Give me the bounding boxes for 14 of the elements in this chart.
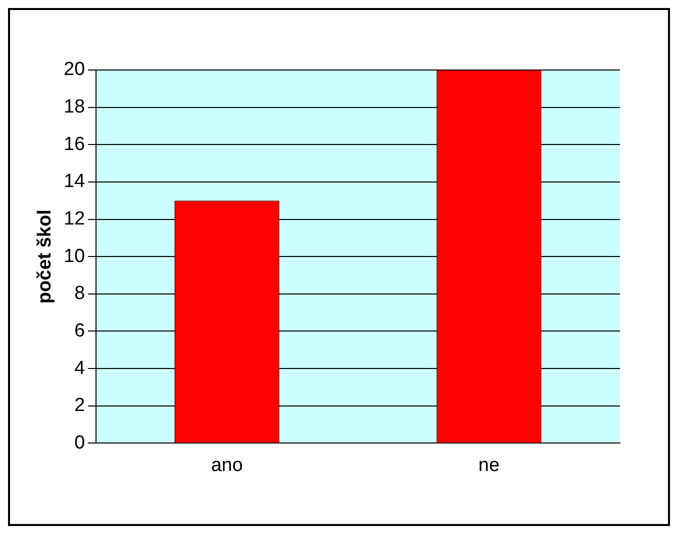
y-tick-label: 10 — [64, 246, 85, 267]
y-tick-label: 12 — [64, 208, 85, 230]
x-tick-label: ne — [478, 454, 500, 476]
y-tick-label: 14 — [64, 171, 86, 192]
y-tick-label: 0 — [74, 432, 85, 454]
y-axis-title: počet škol — [34, 210, 56, 304]
y-tick-label: 20 — [64, 59, 85, 80]
y-tick-label: 4 — [74, 358, 86, 379]
y-tick-label: 16 — [64, 134, 85, 155]
y-tick-label: 2 — [74, 395, 85, 416]
y-tick-label: 6 — [74, 320, 85, 342]
y-tick-label: 18 — [64, 96, 85, 118]
x-tick-label: ano — [211, 454, 243, 476]
y-tick-label: 8 — [74, 283, 85, 304]
